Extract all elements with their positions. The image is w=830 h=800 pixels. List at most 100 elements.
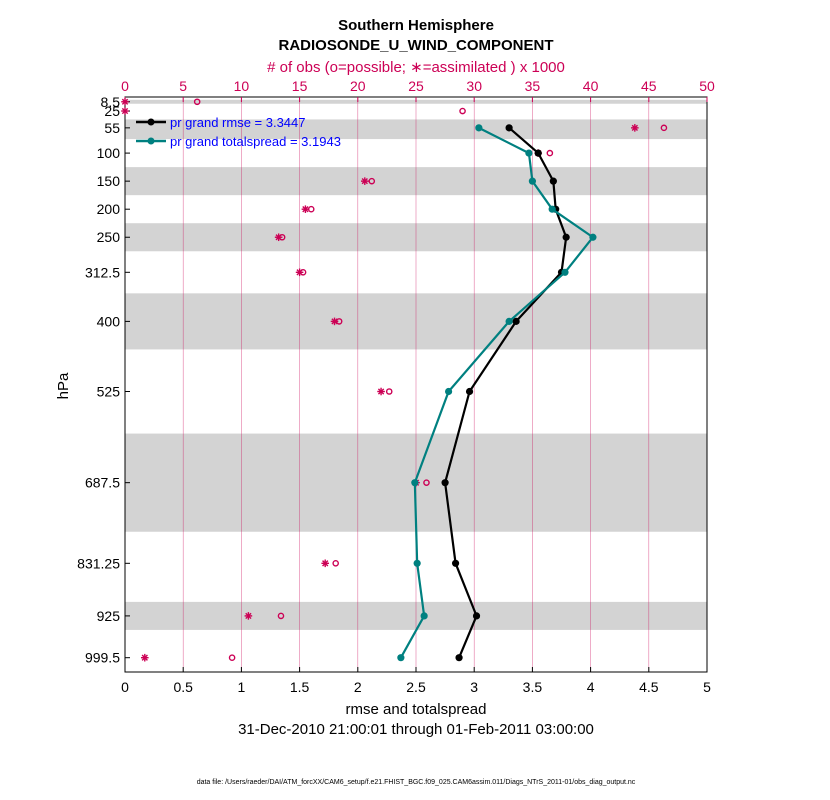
series-point-rmse-10 <box>472 612 481 620</box>
bottom-tick-label-9: 4.5 <box>639 679 659 695</box>
bottom-tick-label-8: 4 <box>587 679 595 695</box>
series-point-rmse-1 <box>534 149 542 157</box>
obs-assimilated-stroke-7-3 <box>296 269 303 276</box>
top-axis-label: # of obs (o=possible; ∗=assimilated ) x … <box>267 59 565 76</box>
series-point-rmse-11 <box>455 654 463 662</box>
series-point-totalspread-2 <box>528 177 537 185</box>
top-tick-label-3: 15 <box>292 78 308 94</box>
series-point-rmse-7 <box>465 387 474 396</box>
obs-assimilated-point-0 <box>121 97 129 106</box>
y-tick-label-12: 925 <box>97 608 121 624</box>
obs-assimilated-point-2 <box>631 124 639 132</box>
obs-possible-point-12 <box>277 612 285 620</box>
bottom-tick-label-4: 2 <box>354 679 362 695</box>
top-tick-label-5: 25 <box>408 78 424 94</box>
obs-assimilated-point-5 <box>301 205 310 213</box>
obs-assimilated-stroke-13-3 <box>141 654 148 661</box>
legend-rmse-label: pr grand rmse = 3.3447 <box>170 115 306 130</box>
y-tick-label-10: 687.5 <box>85 475 120 491</box>
series-point-totalspread-9 <box>413 559 421 567</box>
series-point-totalspread-4 <box>589 233 597 241</box>
y-tick-label-3: 100 <box>97 145 121 161</box>
y-tick-label-6: 250 <box>97 229 121 245</box>
obs-assimilated-point-4 <box>360 177 369 185</box>
series-line-rmse <box>444 127 568 659</box>
obs-assimilated-point-9 <box>377 387 385 396</box>
top-tick-label-0: 0 <box>121 78 129 94</box>
obs-assimilated-stroke-1-3 <box>121 107 129 115</box>
series-point-totalspread-0 <box>475 124 483 132</box>
obs-assimilated-point-6 <box>274 233 283 242</box>
series-point-totalspread-6 <box>505 317 513 325</box>
top-tick-label-10: 50 <box>699 78 715 94</box>
top-tick-label-8: 40 <box>583 78 599 94</box>
series-point-rmse-6 <box>512 317 520 325</box>
vertical-gridlines <box>182 97 650 672</box>
y-tick-label-4: 150 <box>97 173 121 189</box>
obs-possible-point-4 <box>368 177 376 185</box>
y-tick-label-1: 25 <box>104 103 120 119</box>
obs-possible-point-5 <box>307 205 315 213</box>
obs-possible-point-9 <box>385 388 393 395</box>
legend-spread-marker <box>147 137 155 145</box>
top-tick-label-9: 45 <box>641 78 657 94</box>
series-line-totalspread <box>399 126 595 659</box>
y-tick-label-9: 525 <box>97 384 121 400</box>
top-tick-label-7: 35 <box>525 78 541 94</box>
obs-possible-point-13 <box>228 654 236 661</box>
chart-title: Southern Hemisphere <box>338 17 494 34</box>
obs-assimilated-stroke-12-3 <box>245 612 252 620</box>
obs-assimilated-stroke-2-3 <box>631 124 638 132</box>
obs-assimilated-point-1 <box>121 107 129 115</box>
obs-assimilated-point-7 <box>295 268 304 277</box>
top-tick-label-2: 10 <box>234 78 250 94</box>
y-tick-label-8: 400 <box>97 313 121 329</box>
obs-possible-point-3 <box>546 149 554 157</box>
bottom-tick-label-5: 2.5 <box>406 679 426 695</box>
bottom-tick-label-10: 5 <box>703 679 711 695</box>
series-lines <box>397 124 597 662</box>
obs-assimilated-stroke-8-3 <box>331 318 338 325</box>
series-point-totalspread-5 <box>561 268 569 276</box>
y-axis-label: hPa <box>55 372 72 399</box>
legend-spread-label: pr grand totalspread = 3.1943 <box>170 134 341 149</box>
y-tick-label-2: 55 <box>104 120 120 136</box>
series-point-totalspread-3 <box>548 205 556 213</box>
obs-possible-point-2 <box>660 124 668 132</box>
obs-assimilated-point-13 <box>140 653 149 662</box>
obs-assimilated-stroke-9-3 <box>377 388 385 395</box>
bottom-tick-label-0: 0 <box>121 679 129 695</box>
obs-assimilated-point-11 <box>321 559 330 568</box>
bottom-tick-label-7: 3.5 <box>523 679 543 695</box>
bottom-tick-label-2: 1 <box>238 679 246 695</box>
chart-subtitle: RADIOSONDE_U_WIND_COMPONENT <box>278 37 553 54</box>
series-point-rmse-2 <box>549 177 557 185</box>
series-point-totalspread-11 <box>397 654 405 662</box>
series-point-totalspread-10 <box>420 612 428 620</box>
obs-possible-point-0 <box>193 98 201 106</box>
series-point-rmse-4 <box>562 233 570 241</box>
x-axis-label: rmse and totalspread <box>346 701 487 718</box>
obs-assimilated-stroke-5-3 <box>302 206 309 213</box>
top-axis-ticks: 0 5 10 15 20 25 30 35 40 45 50 <box>121 78 715 102</box>
series-point-totalspread-7 <box>444 387 453 396</box>
obs-possible-point-10 <box>423 479 430 486</box>
obs-assimilated-point-8 <box>330 317 339 326</box>
y-tick-label-7: 312.5 <box>85 264 120 280</box>
legend-rmse-marker <box>147 118 155 126</box>
top-tick-label-1: 5 <box>179 78 187 94</box>
obs-assimilated-stroke-11-3 <box>322 560 329 567</box>
obs-assimilated-markers <box>121 97 639 662</box>
series-point-rmse-0 <box>505 124 513 132</box>
bottom-axis-ticks: 0 0.5 1 1.5 2 2.5 3 3.5 4 4.5 5 <box>121 667 711 695</box>
top-tick-label-6: 30 <box>466 78 482 94</box>
series-point-rmse-8 <box>441 479 449 487</box>
legend: pr grand rmse = 3.3447 pr grand totalspr… <box>136 115 341 149</box>
obs-assimilated-stroke-4-3 <box>361 177 368 185</box>
bottom-tick-label-1: 0.5 <box>173 679 193 695</box>
y-tick-label-11: 831.25 <box>77 555 120 571</box>
series-point-totalspread-8 <box>411 479 419 487</box>
series-point-rmse-9 <box>451 559 460 567</box>
